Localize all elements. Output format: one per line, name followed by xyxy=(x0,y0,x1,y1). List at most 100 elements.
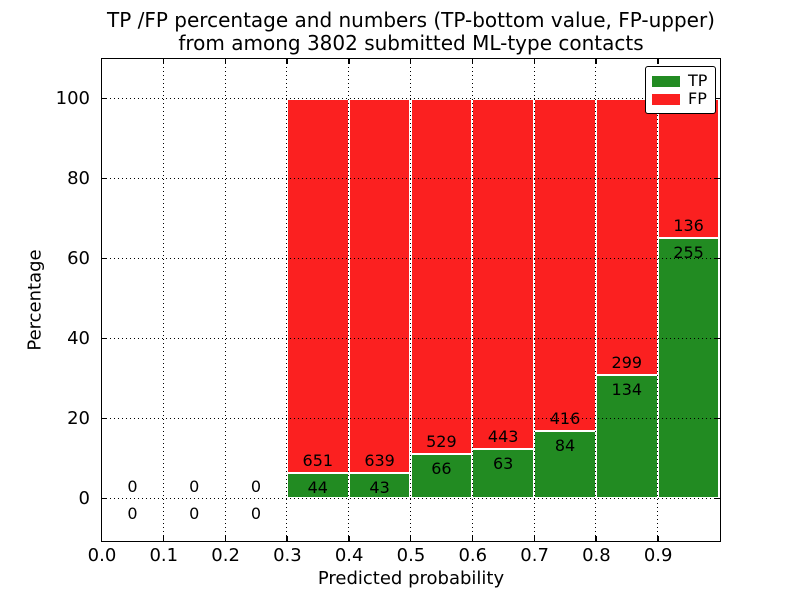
y-tick-right xyxy=(714,338,720,340)
legend-item-tp: TP xyxy=(652,71,709,90)
bar-count-label-tp: 84 xyxy=(554,436,576,456)
x-tick-label: 0.1 xyxy=(149,545,179,566)
bar-count-label-tp: 0 xyxy=(127,503,138,523)
y-tick-label: 40 xyxy=(67,328,90,349)
gridline-y xyxy=(101,98,720,99)
gridline-x xyxy=(471,58,473,541)
plot-area: 0 0 0 0 0 0 651 44 639 43 529 66 443 63 416 84 299 134 136… xyxy=(100,57,721,542)
x-tick-top xyxy=(657,58,659,64)
bar-count-label-fp: 136 xyxy=(673,215,704,235)
bar-segment-tp xyxy=(534,431,596,499)
y-tick-label: 80 xyxy=(67,168,90,189)
x-tick-bottom xyxy=(657,535,659,541)
bar-segment-fp xyxy=(286,98,349,474)
y-tick-label: 20 xyxy=(67,408,90,429)
x-tick-label: 0.5 xyxy=(396,545,426,566)
y-tick-right xyxy=(714,178,720,180)
x-tick-label: 0.3 xyxy=(273,545,302,566)
gridline-y xyxy=(101,498,720,499)
y-tick-left xyxy=(101,258,107,260)
x-tick-top xyxy=(162,58,165,64)
bar-count-label-fp: 651 xyxy=(302,451,334,471)
bar-count-label-tp: 0 xyxy=(250,503,262,523)
bar-segment-tp xyxy=(595,374,658,499)
bar-count-label-tp: 43 xyxy=(369,478,390,498)
x-tick-top xyxy=(533,58,535,64)
gridline-y xyxy=(101,178,720,179)
legend-swatch-fp-icon xyxy=(652,93,680,105)
chart-title-line-1: TP /FP percentage and numbers (TP-bottom… xyxy=(107,8,715,32)
legend-label-fp: FP xyxy=(688,89,707,108)
bar-segment-fp xyxy=(595,98,658,375)
bar-count-label-fp: 0 xyxy=(189,476,200,496)
y-tick-label: 60 xyxy=(67,248,90,269)
legend-label-tp: TP xyxy=(688,71,708,90)
y-tick-left xyxy=(101,498,107,500)
legend: TP FP xyxy=(645,66,716,114)
x-tick-label: 0.7 xyxy=(520,545,549,566)
gridline-y xyxy=(101,258,720,259)
bar-count-label-tp: 0 xyxy=(189,503,200,523)
y-tick-right xyxy=(714,98,720,100)
bar-count-label-fp: 529 xyxy=(426,432,457,452)
bar-segment-tp xyxy=(472,448,535,499)
chart-title: TP /FP percentage and numbers (TP-bottom… xyxy=(102,9,720,55)
x-tick-top xyxy=(595,58,597,64)
gridline-x xyxy=(224,58,226,541)
bar-count-label-fp: 0 xyxy=(250,476,262,496)
x-tick-bottom xyxy=(162,535,165,541)
x-axis-label: Predicted probability xyxy=(317,568,505,589)
y-tick-left xyxy=(101,418,107,420)
chart-title-line-2: from among 3802 submitted ML-type contac… xyxy=(178,31,644,55)
x-tick-top xyxy=(101,58,103,64)
bar-count-label-fp: 416 xyxy=(549,409,581,429)
y-tick-label: 0 xyxy=(78,488,90,509)
bar-segment-fp xyxy=(348,98,411,474)
bar-count-label-tp: 255 xyxy=(673,242,704,262)
y-tick-left xyxy=(101,178,107,180)
x-tick-bottom xyxy=(410,535,412,541)
x-tick-label: 0.4 xyxy=(334,545,364,566)
x-tick-top xyxy=(224,58,226,64)
gridline-x xyxy=(286,58,288,541)
bar-count-label-tp: 44 xyxy=(307,478,328,498)
bar-count-label-tp: 66 xyxy=(431,459,452,479)
bar-count-label-tp: 63 xyxy=(493,453,514,473)
bar-segment-fp xyxy=(472,98,535,449)
x-tick-top xyxy=(348,58,350,64)
y-tick-right xyxy=(714,498,720,500)
x-tick-label: 0.8 xyxy=(582,545,611,566)
bar-count-label-tp: 134 xyxy=(611,379,643,399)
gridline-y xyxy=(101,418,720,419)
gridline-x xyxy=(162,58,164,541)
x-tick-label: 0.9 xyxy=(643,545,673,566)
gridline-x xyxy=(657,58,659,541)
x-tick-top xyxy=(471,58,474,64)
gridline-y xyxy=(101,338,720,339)
x-tick-bottom xyxy=(533,535,535,541)
gridline-x xyxy=(533,58,535,541)
y-tick-label: 100 xyxy=(55,88,90,109)
gridline-x xyxy=(595,58,597,541)
y-tick-right xyxy=(714,418,720,420)
bar-count-label-fp: 0 xyxy=(127,476,138,496)
y-tick-left xyxy=(101,98,107,100)
gridline-x xyxy=(348,58,350,541)
bar-count-label-fp: 299 xyxy=(611,352,643,372)
bar-segment-tp xyxy=(657,237,720,499)
y-tick-right xyxy=(714,258,720,260)
x-tick-bottom xyxy=(224,535,226,541)
legend-swatch-tp-icon xyxy=(652,75,680,87)
x-tick-top xyxy=(286,58,288,64)
x-tick-top xyxy=(410,58,412,64)
bar-count-label-fp: 443 xyxy=(487,426,519,446)
x-tick-label: 0.0 xyxy=(87,545,117,566)
bar-segment-fp xyxy=(410,98,473,455)
legend-item-fp: FP xyxy=(652,89,709,108)
x-tick-bottom xyxy=(101,535,103,541)
x-tick-bottom xyxy=(471,535,474,541)
x-tick-bottom xyxy=(595,535,597,541)
x-tick-label: 0.2 xyxy=(211,545,240,566)
gridline-x xyxy=(410,58,411,541)
